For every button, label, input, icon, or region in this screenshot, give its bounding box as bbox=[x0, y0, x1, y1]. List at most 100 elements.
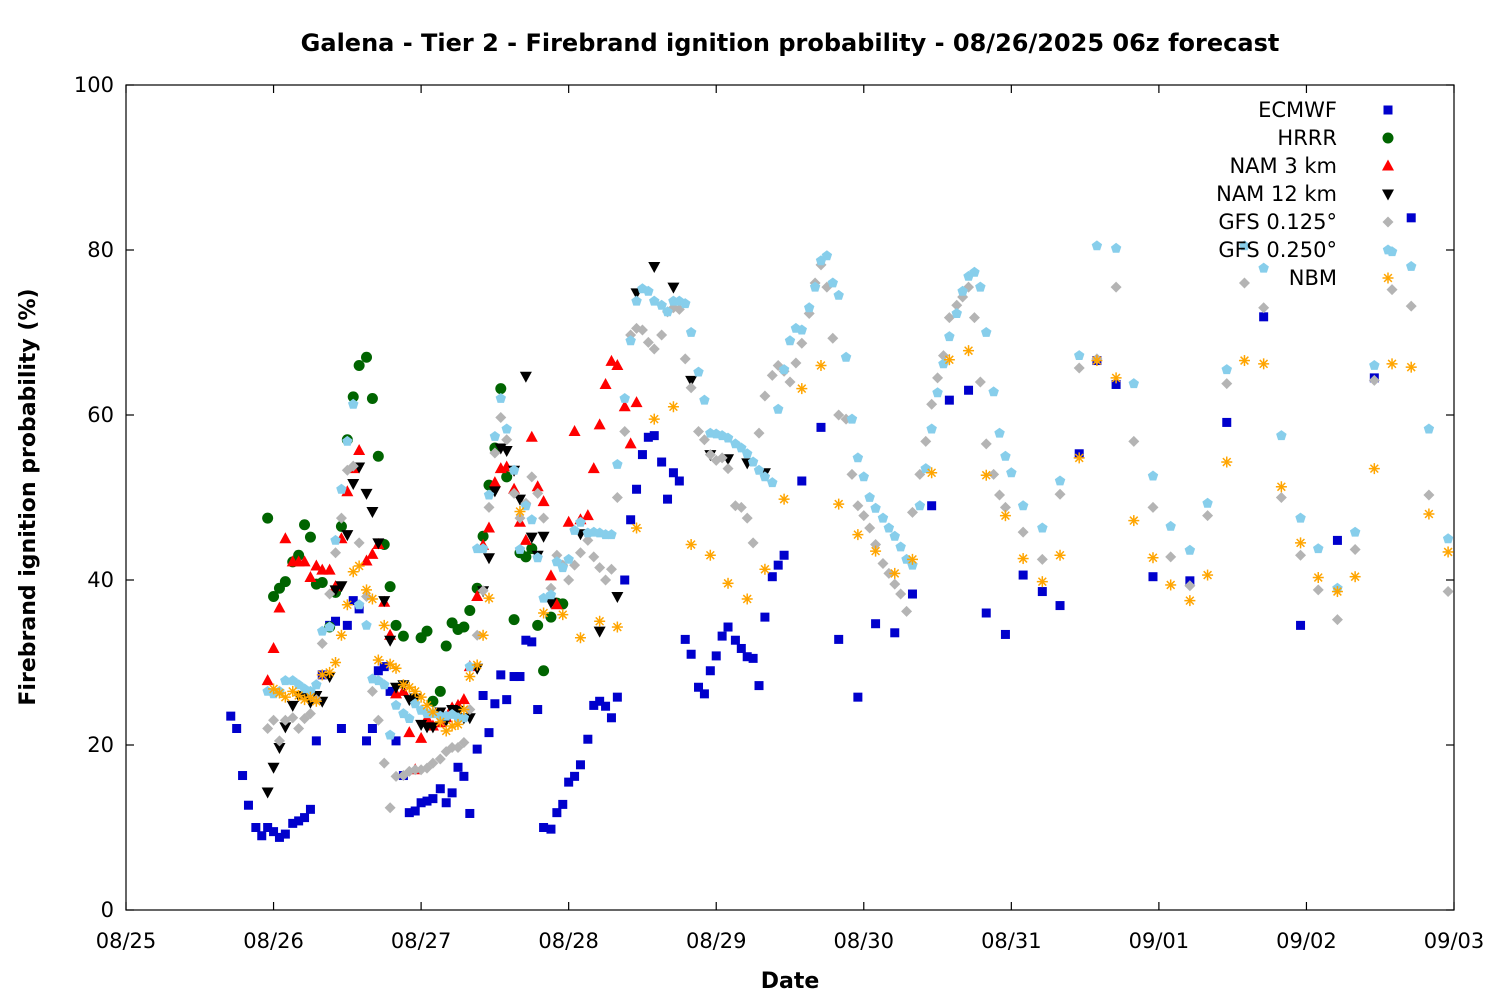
data-point bbox=[440, 640, 452, 652]
data-point bbox=[784, 376, 796, 388]
data-point bbox=[605, 354, 618, 366]
data-point bbox=[667, 282, 680, 294]
data-point bbox=[427, 757, 439, 769]
data-point bbox=[748, 653, 758, 663]
data-point bbox=[611, 592, 624, 603]
data-point bbox=[926, 423, 937, 434]
data-point bbox=[378, 619, 390, 631]
data-point bbox=[279, 722, 292, 734]
data-point bbox=[587, 462, 600, 474]
data-point bbox=[694, 682, 704, 692]
data-point bbox=[656, 329, 668, 341]
data-point bbox=[458, 621, 470, 633]
data-point bbox=[870, 545, 882, 557]
data-point bbox=[335, 520, 347, 532]
data-point bbox=[754, 681, 764, 691]
data-point bbox=[877, 558, 889, 569]
data-point bbox=[1258, 262, 1269, 273]
data-point bbox=[1386, 358, 1398, 370]
data-point bbox=[410, 806, 420, 816]
data-point bbox=[532, 552, 543, 563]
data-point bbox=[421, 625, 433, 637]
y-tick-label: 60 bbox=[87, 403, 114, 427]
data-point bbox=[330, 657, 342, 668]
data-point bbox=[267, 762, 280, 774]
data-point bbox=[648, 262, 661, 273]
data-point bbox=[974, 376, 986, 388]
data-point bbox=[680, 634, 690, 644]
data-point bbox=[532, 619, 544, 631]
data-point bbox=[293, 549, 305, 561]
data-point bbox=[951, 299, 963, 311]
data-point bbox=[415, 731, 428, 743]
data-point bbox=[384, 802, 396, 814]
data-point bbox=[490, 699, 500, 709]
data-point bbox=[1202, 497, 1213, 508]
data-point bbox=[716, 452, 728, 464]
data-point bbox=[1238, 277, 1250, 289]
data-point bbox=[532, 487, 544, 499]
data-point bbox=[390, 662, 402, 674]
data-point bbox=[279, 576, 291, 588]
data-point bbox=[1221, 456, 1233, 468]
data-point bbox=[538, 512, 550, 524]
data-point bbox=[1221, 364, 1232, 375]
data-point bbox=[347, 391, 359, 403]
data-point bbox=[657, 457, 667, 467]
data-point bbox=[626, 515, 636, 525]
data-point bbox=[457, 693, 470, 705]
data-point bbox=[545, 611, 557, 623]
data-point bbox=[741, 593, 753, 605]
data-point bbox=[630, 396, 643, 408]
data-point bbox=[643, 432, 653, 442]
data-point bbox=[1111, 379, 1121, 389]
data-point bbox=[767, 477, 778, 488]
data-point bbox=[648, 413, 660, 425]
data-point bbox=[611, 492, 623, 503]
data-point bbox=[304, 571, 317, 583]
data-point bbox=[889, 567, 901, 579]
data-point bbox=[895, 541, 906, 552]
data-point bbox=[335, 629, 347, 641]
data-point bbox=[605, 563, 617, 575]
data-point bbox=[852, 500, 864, 512]
data-point bbox=[809, 281, 821, 292]
data-point bbox=[722, 432, 734, 443]
data-point bbox=[293, 723, 305, 734]
data-point bbox=[937, 350, 949, 362]
data-point bbox=[686, 649, 696, 659]
data-point bbox=[384, 658, 396, 670]
data-point bbox=[509, 672, 519, 682]
data-point bbox=[384, 635, 397, 647]
data-point bbox=[1110, 242, 1122, 253]
data-point bbox=[390, 770, 402, 782]
legend-marker bbox=[1382, 216, 1394, 228]
data-point bbox=[415, 691, 427, 703]
data-point bbox=[348, 398, 359, 409]
data-point bbox=[1073, 452, 1085, 464]
data-point bbox=[871, 619, 881, 629]
data-point bbox=[1000, 629, 1010, 639]
data-point bbox=[612, 459, 623, 469]
data-point bbox=[379, 679, 390, 690]
data-point bbox=[705, 666, 715, 676]
data-point bbox=[704, 549, 716, 561]
data-point bbox=[1184, 544, 1196, 555]
data-point bbox=[426, 722, 439, 734]
data-point bbox=[804, 302, 815, 313]
data-point bbox=[519, 371, 532, 383]
data-point bbox=[267, 641, 280, 653]
data-point bbox=[759, 390, 771, 402]
data-point bbox=[1442, 546, 1454, 558]
data-point bbox=[1296, 620, 1306, 630]
data-point bbox=[920, 435, 932, 447]
series-ecmwf bbox=[226, 213, 1416, 842]
data-point bbox=[753, 464, 765, 475]
data-point bbox=[1000, 450, 1011, 461]
data-point bbox=[846, 413, 858, 424]
data-point bbox=[895, 588, 907, 600]
data-point bbox=[488, 486, 501, 498]
data-point bbox=[679, 353, 691, 365]
data-point bbox=[699, 394, 710, 405]
data-point bbox=[601, 701, 611, 711]
